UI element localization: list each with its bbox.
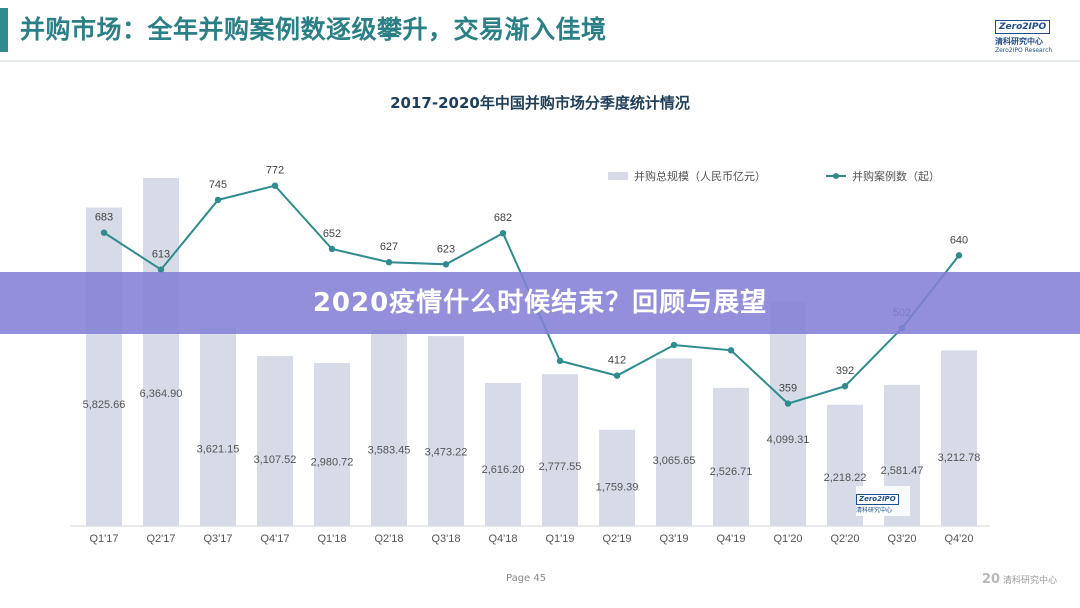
tick-label-Q4'20: Q4'20 — [944, 533, 973, 545]
point-label-Q1'20: 359 — [779, 383, 797, 395]
tick-label-Q4'17: Q4'17 — [260, 533, 289, 545]
bar-label-Q3'19: 3,065.65 — [653, 455, 696, 467]
bar-Q3'17 — [200, 328, 236, 526]
point-Q4'19 — [727, 347, 735, 354]
point-label-Q2'20: 392 — [836, 365, 854, 377]
bar-label-Q4'18: 2,616.20 — [482, 464, 525, 476]
point-label-Q4'20: 640 — [950, 234, 968, 246]
point-Q1'18 — [328, 245, 336, 253]
tick-label-Q1'18: Q1'18 — [317, 533, 346, 545]
bar-label-Q4'17: 3,107.52 — [254, 454, 297, 466]
point-Q3'17 — [214, 196, 222, 204]
bar-label-Q4'19: 2,526.71 — [710, 466, 753, 478]
point-Q4'18 — [499, 229, 507, 237]
tick-label-Q4'19: Q4'19 — [716, 533, 745, 545]
brand-logo: Zero2IPO 清科研究中心 Zero2IPO Research — [995, 14, 1065, 54]
legend-line-label: 并购案例数（起） — [852, 169, 940, 183]
point-Q2'19 — [613, 372, 621, 379]
page-number: Page 45 — [506, 573, 546, 584]
point-label-Q2'18: 627 — [380, 241, 398, 253]
legend-bar-swatch — [608, 172, 628, 180]
logo-mark: Zero2IPO — [995, 20, 1051, 34]
point-label-Q4'18: 682 — [494, 212, 512, 224]
bar-Q4'19 — [713, 387, 749, 526]
page-label: Page — [506, 573, 531, 584]
bar-label-Q3'20: 2,581.47 — [881, 465, 924, 477]
bar-Q1'18 — [314, 363, 350, 526]
bar-label-Q4'20: 3,212.78 — [938, 452, 981, 464]
tick-label-Q3'19: Q3'19 — [659, 533, 688, 545]
point-Q3'19 — [670, 341, 678, 349]
point-label-Q2'19: 412 — [608, 355, 626, 367]
watermark-mark: Zero2IPO — [856, 494, 899, 505]
point-label-Q2'17: 613 — [152, 249, 170, 261]
tick-label-Q1'17: Q1'17 — [89, 533, 118, 545]
point-label-Q3'17: 745 — [209, 179, 227, 191]
bar-label-Q3'17: 3,621.15 — [197, 444, 240, 456]
overlay-banner: 2020疫情什么时候结束？回顾与展望 — [0, 272, 1080, 334]
legend-bar-label: 并购总规模（人民币亿元） — [634, 169, 766, 183]
point-Q1'20 — [784, 400, 792, 407]
page-number-value: 45 — [533, 573, 547, 584]
point-Q2'20 — [841, 382, 849, 390]
point-Q3'18 — [442, 261, 450, 268]
tick-label-Q2'20: Q2'20 — [830, 533, 859, 545]
tick-label-Q2'17: Q2'17 — [146, 533, 175, 545]
title-divider — [0, 60, 1080, 62]
point-Q2'18 — [385, 258, 393, 266]
logo-name-cn: 清科研究中心 — [995, 37, 1043, 46]
bar-label-Q1'20: 4,099.31 — [767, 434, 810, 446]
bar-label-Q3'18: 3,473.22 — [425, 447, 468, 459]
tick-label-Q3'18: Q3'18 — [431, 533, 460, 545]
bar-label-Q2'20: 2,218.22 — [824, 472, 867, 484]
chart-title: 2017-2020年中国并购市场分季度统计情况 — [390, 94, 690, 112]
point-Q4'17 — [271, 182, 279, 189]
bar-Q1'20 — [770, 301, 806, 526]
legend-line-marker — [833, 173, 839, 179]
bar-Q2'19 — [599, 429, 635, 526]
tick-label-Q2'19: Q2'19 — [602, 533, 631, 545]
bar-Q4'20 — [941, 350, 977, 526]
footer-logo-mark: 20 — [982, 572, 1001, 587]
point-Q1'17 — [100, 229, 108, 236]
point-Q2'17 — [157, 266, 165, 273]
bar-label-Q2'18: 3,583.45 — [368, 445, 411, 457]
bar-label-Q1'19: 2,777.55 — [539, 461, 582, 473]
tick-label-Q2'18: Q2'18 — [374, 533, 403, 545]
bar-Q1'17 — [86, 207, 122, 527]
bar-Q2'18 — [371, 330, 407, 526]
title-accent-bar — [0, 8, 8, 52]
bar-Q1'19 — [542, 374, 578, 526]
tick-label-Q4'18: Q4'18 — [488, 533, 517, 545]
point-label-Q1'18: 652 — [323, 228, 341, 240]
bar-Q4'17 — [257, 356, 293, 526]
tick-label-Q1'20: Q1'20 — [773, 533, 802, 545]
watermark-name: 清科研究中心 — [856, 507, 893, 514]
bar-Q2'17 — [143, 178, 179, 526]
point-label-Q4'17: 772 — [266, 165, 284, 177]
logo-name-en: Zero2IPO Research — [995, 47, 1053, 54]
point-label-Q3'18: 623 — [437, 243, 455, 255]
bar-label-Q2'19: 1,759.39 — [596, 481, 639, 493]
bar-Q3'18 — [428, 336, 464, 526]
banner-title: 2020疫情什么时候结束？回顾与展望 — [312, 288, 768, 318]
footer-logo: 20 清科研究中心 — [982, 572, 1057, 587]
bar-Q4'18 — [485, 382, 521, 526]
bar-label-Q1'18: 2,980.72 — [311, 457, 354, 469]
bar-Q3'19 — [656, 358, 692, 526]
footer-logo-text: 清科研究中心 — [1002, 576, 1057, 586]
point-Q4'20 — [955, 252, 963, 259]
tick-label-Q3'17: Q3'17 — [203, 533, 232, 545]
point-Q1'19 — [556, 357, 564, 365]
point-label-Q1'17: 683 — [95, 212, 113, 224]
tick-label-Q1'19: Q1'19 — [545, 533, 574, 545]
bar-label-Q1'17: 5,825.66 — [83, 399, 126, 411]
page-title: 并购市场：全年并购案例数逐级攀升，交易渐入佳境 — [20, 15, 607, 44]
chart-watermark: Zero2IPO 清科研究中心 — [856, 486, 910, 516]
tick-label-Q3'20: Q3'20 — [887, 533, 916, 545]
bar-label-Q2'17: 6,364.90 — [140, 388, 183, 400]
